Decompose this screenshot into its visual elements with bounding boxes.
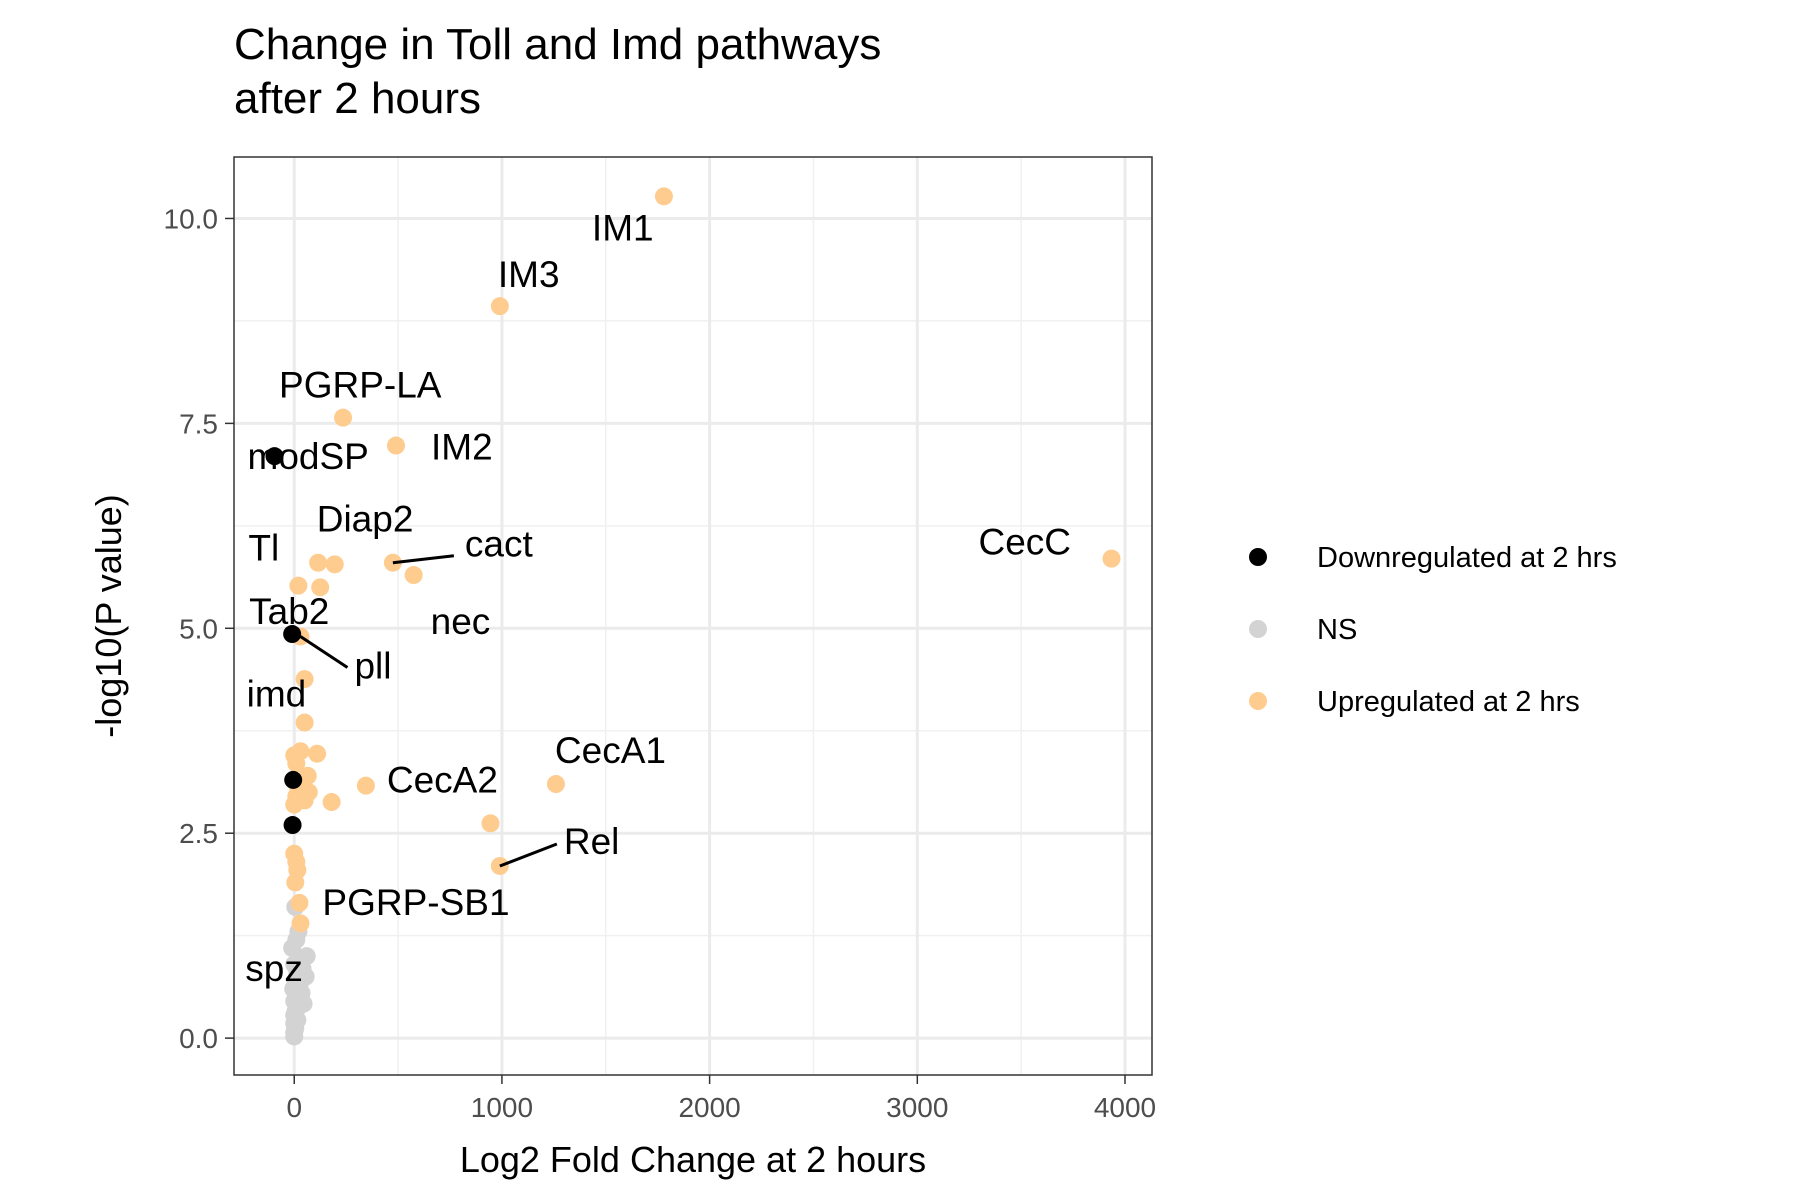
point-label-pgrp-sb1: PGRP-SB1 bbox=[322, 882, 509, 923]
point-label-tl: Tl bbox=[248, 528, 279, 569]
x-tick-label: 4000 bbox=[1094, 1092, 1156, 1123]
y-tick-label: 5.0 bbox=[179, 613, 218, 644]
legend: Downregulated at 2 hrs NS Upregulated at 2… bbox=[1249, 542, 1617, 718]
downregulated-point bbox=[283, 625, 302, 644]
upregulated-point bbox=[309, 553, 328, 572]
upregulated-point bbox=[356, 776, 375, 795]
leader-line-pll bbox=[299, 635, 349, 669]
upregulated-point bbox=[325, 555, 344, 574]
downregulated-point bbox=[283, 816, 302, 835]
point-label-rel: Rel bbox=[564, 821, 620, 862]
upregulated-point bbox=[285, 795, 304, 814]
leader-line-rel bbox=[499, 842, 558, 868]
upregulated-point bbox=[546, 775, 565, 794]
upregulated-point bbox=[308, 744, 327, 763]
ns-point bbox=[285, 1027, 304, 1046]
plot-panel-border bbox=[233, 156, 1153, 1076]
upregulated-point bbox=[290, 893, 309, 912]
y-tick-label: 0.0 bbox=[179, 1023, 218, 1054]
upregulated-point bbox=[1102, 549, 1121, 568]
legend-label-downregulated-at-2-hrs: Downregulated at 2 hrs bbox=[1317, 542, 1617, 574]
y-tick-label: 7.5 bbox=[179, 408, 218, 439]
upregulated-point bbox=[654, 187, 673, 206]
x-tick-label: 3000 bbox=[886, 1092, 948, 1123]
point-label-modsp: modSP bbox=[248, 436, 369, 477]
upregulated-point bbox=[334, 408, 353, 427]
legend-key-upregulated-at-2-hrs bbox=[1249, 692, 1267, 710]
upregulated-point bbox=[322, 793, 341, 812]
point-label-ceca2: CecA2 bbox=[387, 760, 498, 801]
label-leader-lines bbox=[299, 554, 558, 868]
point-label-cecc: CecC bbox=[979, 522, 1072, 563]
point-labels: IM1 IM3 PGRP-LA IM2 modSP Diap2 CecC Tl cact nec T… bbox=[245, 207, 1071, 989]
upregulated-point bbox=[490, 297, 509, 316]
upregulated-point bbox=[387, 436, 405, 455]
y-tick-label: 2.5 bbox=[179, 818, 218, 849]
point-label-ceca1: CecA1 bbox=[555, 730, 666, 771]
point-label-tab2: Tab2 bbox=[249, 591, 329, 632]
plot-panel-background bbox=[234, 157, 1152, 1075]
upregulated-point bbox=[286, 873, 305, 892]
legend-label-ns: NS bbox=[1317, 614, 1357, 646]
upregulated-point bbox=[295, 670, 314, 689]
y-axis-title: -log10(P value) bbox=[88, 494, 129, 737]
axis-ticks: 0 1000 2000 3000 4000 0.0 2.5 5.0 7.5 10.0 bbox=[164, 203, 1157, 1123]
point-label-im1: IM1 bbox=[592, 207, 654, 248]
point-label-pgrp-la: PGRP-LA bbox=[279, 365, 442, 406]
gridlines bbox=[234, 157, 1152, 1075]
point-label-im2: IM2 bbox=[431, 427, 493, 468]
legend-label-upregulated-at-2-hrs: Upregulated at 2 hrs bbox=[1317, 686, 1580, 718]
legend-key-ns bbox=[1249, 620, 1267, 638]
upregulated-point bbox=[481, 814, 500, 833]
x-tick-label: 0 bbox=[286, 1092, 302, 1123]
point-label-pll: pll bbox=[354, 645, 391, 686]
point-label-diap2: Diap2 bbox=[317, 498, 414, 539]
upregulated-point bbox=[287, 754, 306, 773]
upregulated-point bbox=[289, 576, 308, 595]
upregulated-point bbox=[404, 566, 423, 585]
point-label-nec: nec bbox=[431, 601, 491, 642]
downregulated-point bbox=[284, 770, 303, 789]
chart-title: Change in Toll and Imd pathways after 2 … bbox=[234, 20, 894, 123]
y-tick-label: 10.0 bbox=[164, 203, 219, 234]
legend-key-downregulated-at-2-hrs bbox=[1249, 548, 1267, 566]
point-label-im3: IM3 bbox=[498, 254, 560, 295]
point-label-spz: spz bbox=[245, 948, 303, 989]
chart-title-line-1: Change in Toll and Imd pathways bbox=[234, 20, 881, 69]
upregulated-point bbox=[311, 578, 330, 597]
upregulated-point bbox=[295, 713, 314, 732]
chart-title-line-2: after 2 hours bbox=[234, 74, 481, 123]
downregulated-point bbox=[265, 447, 284, 466]
point-label-cact: cact bbox=[465, 524, 534, 565]
x-tick-label: 2000 bbox=[678, 1092, 740, 1123]
point-label-imd: imd bbox=[247, 674, 307, 715]
leader-line-cact bbox=[392, 554, 455, 565]
upregulated-point bbox=[298, 766, 317, 785]
upregulated-point bbox=[291, 914, 310, 933]
x-axis-title: Log2 Fold Change at 2 hours bbox=[460, 1139, 926, 1180]
x-tick-label: 1000 bbox=[471, 1092, 533, 1123]
data-points bbox=[265, 187, 1121, 1046]
